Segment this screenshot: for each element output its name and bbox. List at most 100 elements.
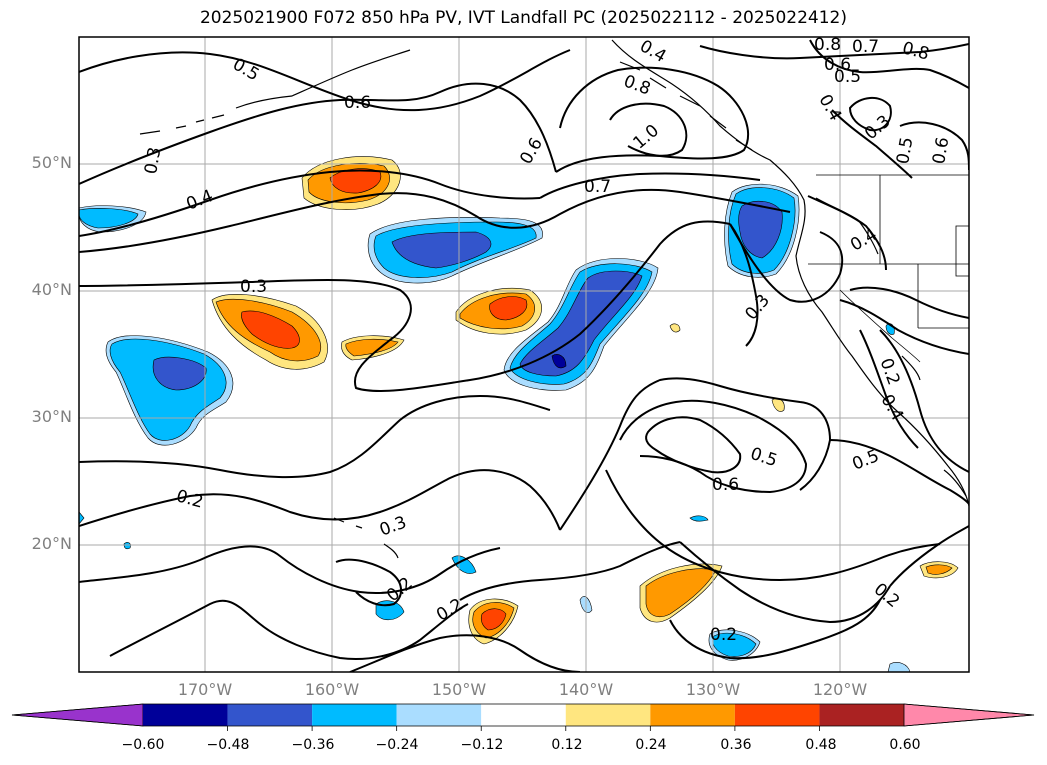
colorbar-segment	[650, 704, 735, 726]
colorbar-tick-label: 0.24	[635, 737, 667, 753]
contour-label: 0.3	[240, 277, 267, 297]
map-panel: 0.5 0.6 0.3 0.4 0.3 0.6 0.7 0.8 1.0 0.4 …	[79, 35, 969, 672]
contour-line	[109, 599, 469, 661]
colorbar-segment	[734, 704, 820, 726]
contour-label: 0.8	[621, 71, 653, 99]
negative-region	[375, 600, 405, 621]
contour-line	[79, 469, 561, 531]
colorbar-outline	[11, 703, 1035, 727]
positive-region	[329, 168, 382, 194]
contour-line	[859, 329, 919, 449]
colorbar-extend-max	[903, 703, 1035, 727]
contour-line	[729, 223, 844, 303]
contour-label: 0.5	[748, 444, 780, 471]
lon-label: 140°W	[558, 680, 614, 699]
contour-line	[619, 399, 808, 494]
contour-line	[79, 545, 501, 595]
contour-label: 0.5	[893, 136, 917, 166]
contour-label: 0.3	[377, 513, 409, 541]
positive-region	[489, 296, 528, 321]
contour-line	[669, 599, 881, 660]
contour-line	[79, 188, 791, 253]
colorbar	[11, 703, 1035, 731]
contour-label: 0.6	[824, 55, 851, 75]
contour-label: 0.8	[900, 38, 931, 64]
positive-region	[345, 338, 399, 357]
negative-region	[712, 632, 757, 657]
colorbar-segment	[481, 704, 566, 726]
lat-label: 40°N	[31, 280, 72, 299]
positive-region	[480, 608, 507, 631]
contour-line	[679, 541, 891, 624]
contour-line	[889, 525, 969, 587]
positive-region	[645, 568, 717, 617]
positive-region	[241, 310, 300, 349]
contour-line	[555, 66, 750, 173]
positive-region	[925, 564, 953, 575]
lon-label: 130°W	[685, 680, 741, 699]
contour-label: 0.4	[636, 36, 669, 67]
contour-label: 0.5	[834, 67, 861, 87]
contour-label: 0.4	[876, 391, 907, 424]
contour-label: 0.2	[710, 625, 737, 645]
negative-region	[391, 231, 492, 269]
contour-label: 0.3	[741, 291, 774, 325]
negative-region	[152, 356, 207, 391]
contour-label: 0.6	[712, 475, 739, 495]
contour-line	[829, 439, 969, 505]
contour-label: 0.3	[141, 146, 165, 176]
borders	[808, 174, 969, 363]
contour-label: 0.6	[344, 93, 371, 113]
lon-label: 150°W	[431, 680, 487, 699]
colorbar-segment	[565, 704, 651, 726]
map-title: 2025021900 F072 850 hPa PV, IVT Landfall…	[199, 8, 847, 28]
colorbar-tick-label: 0.36	[720, 737, 752, 753]
lon-label: 170°W	[177, 680, 233, 699]
negative-region	[79, 511, 85, 525]
contour-label: 0.2	[876, 356, 904, 388]
contour-label: 0.4	[184, 186, 217, 215]
colorbar-segment	[227, 704, 313, 726]
colorbar-tick-label: 0.60	[889, 737, 921, 753]
colorbar-segment	[312, 704, 397, 726]
contour-line	[699, 43, 969, 60]
negative-region	[519, 270, 643, 377]
contour-label: 0.2	[174, 486, 205, 512]
negative-region	[887, 662, 911, 672]
negative-region	[738, 200, 783, 259]
contour-line	[79, 82, 557, 185]
negative-region	[689, 515, 709, 522]
contour-label: 0.4	[814, 91, 845, 124]
lat-label: 20°N	[31, 534, 72, 553]
positive-region	[669, 323, 681, 333]
negative-region	[123, 542, 131, 550]
colorbar-segment	[819, 704, 904, 726]
contour-line	[729, 223, 759, 347]
contour-line	[79, 394, 551, 479]
contour-label: 0.8	[814, 35, 841, 55]
contour-label: 0.4	[847, 225, 880, 256]
lon-label: 160°W	[304, 680, 360, 699]
lat-label: 30°N	[31, 407, 72, 426]
colorbar-segment	[143, 704, 228, 726]
contour-line	[839, 299, 969, 355]
contour-line	[79, 220, 731, 392]
contour-line	[459, 541, 681, 601]
colorbar-tick-label: 0.12	[551, 737, 583, 753]
contour-line	[539, 172, 761, 199]
colorbar-tick-label: −0.36	[291, 737, 335, 753]
lon-label: 120°W	[812, 680, 868, 699]
contour-line	[335, 558, 402, 607]
contour-line	[848, 97, 892, 132]
contour-line	[849, 286, 969, 319]
contour-line	[809, 39, 969, 89]
contour-lines	[79, 39, 969, 672]
negative-region	[79, 208, 139, 229]
colorbar-segment	[396, 704, 482, 726]
contour-label: 0.6	[516, 134, 547, 167]
colorbar-tick-label: −0.48	[206, 737, 250, 753]
contour-line	[831, 109, 913, 179]
contour-line	[879, 329, 969, 473]
colorbar-tick-label: 0.48	[805, 737, 837, 753]
